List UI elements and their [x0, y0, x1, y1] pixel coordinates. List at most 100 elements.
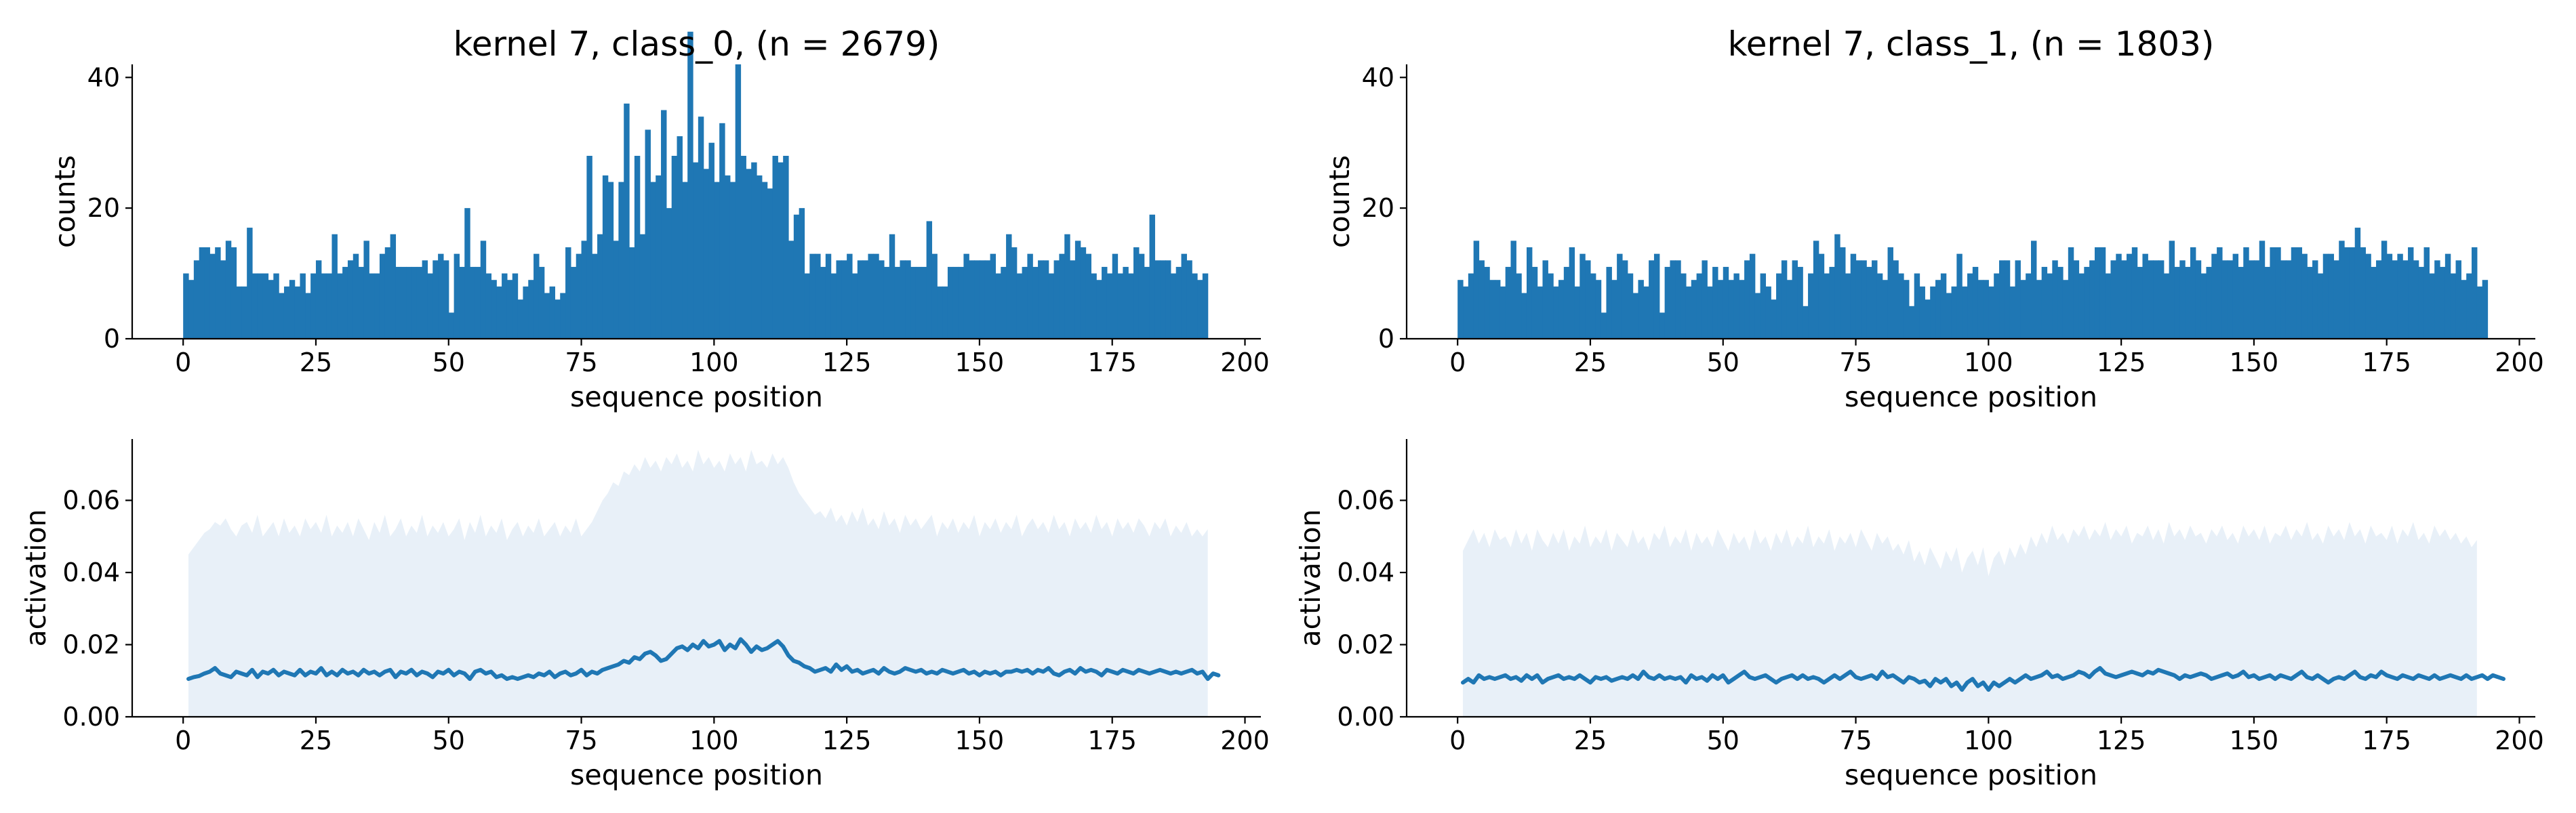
histogram-bar: [1696, 273, 1703, 339]
histogram-bar: [1117, 273, 1123, 339]
histogram-bar: [830, 273, 837, 339]
histogram-bar: [209, 253, 216, 339]
histogram-bar: [1882, 280, 1889, 339]
y-tick-label: 0: [104, 324, 120, 354]
histogram-bar: [1712, 266, 1718, 339]
histogram-bar: [2110, 260, 2116, 339]
histogram-bar: [401, 266, 407, 339]
histogram-bar: [470, 266, 476, 339]
histogram-bar: [1733, 273, 1739, 339]
histogram-bar: [279, 293, 285, 339]
histogram-bar: [1186, 260, 1192, 339]
histogram-bar: [555, 299, 561, 339]
histogram-bar: [560, 293, 566, 339]
histogram-bar: [369, 273, 375, 339]
x-tick-label: 0: [1449, 348, 1466, 377]
histogram-bar: [2259, 241, 2266, 339]
histogram-bar: [549, 286, 555, 339]
histogram-bar: [1516, 273, 1522, 339]
x-tick-label: 125: [2097, 726, 2146, 755]
histogram-bar: [677, 136, 683, 339]
histogram-bar: [645, 129, 651, 339]
histogram-bar: [1521, 293, 1527, 339]
histogram-bar: [883, 266, 890, 339]
histogram-bar: [2015, 260, 2021, 339]
histogram-bar: [2158, 260, 2165, 339]
histogram-bar: [2423, 247, 2430, 339]
histogram-bar: [183, 273, 189, 339]
histogram-bar: [1080, 247, 1087, 339]
x-axis-label: sequence position: [1845, 381, 2097, 413]
histogram-bar: [1983, 280, 1989, 339]
histogram-bar: [825, 253, 832, 339]
histogram-bar: [491, 280, 497, 339]
histogram-bar: [974, 260, 980, 339]
histogram-bar: [1749, 253, 1756, 339]
histogram-bar: [2073, 260, 2080, 339]
y-tick-label: 40: [87, 62, 120, 92]
histogram-bar: [2243, 247, 2249, 339]
x-tick-label: 200: [2495, 348, 2544, 377]
histogram-bar: [969, 260, 975, 339]
histogram-bar: [570, 266, 577, 339]
histogram-bar: [2371, 266, 2377, 339]
histogram-bar: [586, 156, 592, 339]
histogram-bar: [512, 273, 519, 339]
histogram-bar: [2392, 260, 2398, 339]
histogram-bar: [523, 286, 529, 339]
histogram-bar: [199, 247, 205, 339]
histogram-bar: [2026, 273, 2032, 339]
histogram-bar: [576, 253, 582, 339]
y-axis-label: activation: [20, 509, 52, 646]
histogram-bar: [1585, 260, 1591, 339]
histogram-bar: [2062, 280, 2069, 339]
histogram-bar: [656, 175, 662, 339]
histogram-bar: [321, 273, 327, 339]
histogram-bar: [671, 156, 678, 339]
histogram-bar: [799, 208, 805, 339]
histogram-bar: [963, 253, 969, 339]
histogram-bar: [634, 156, 641, 339]
histogram-bar: [1702, 260, 1708, 339]
x-tick-label: 100: [689, 726, 739, 755]
histogram-bar: [374, 273, 380, 339]
histogram-bar: [725, 175, 731, 339]
histogram-bar: [1128, 273, 1134, 339]
x-tick-label: 25: [1574, 726, 1607, 755]
histogram-bar: [1681, 273, 1687, 339]
histogram-bar: [2004, 260, 2011, 339]
histogram-bar: [268, 280, 274, 339]
histogram-bar: [1994, 273, 2000, 339]
histogram-bar: [1834, 234, 1840, 339]
histogram-bar: [2179, 260, 2186, 339]
histogram-bar: [1500, 286, 1506, 339]
histogram-bar: [1829, 266, 1835, 339]
histogram-bar: [2238, 266, 2244, 339]
histogram-bar: [1064, 234, 1070, 339]
histogram-bar: [406, 266, 412, 339]
histogram-bar: [2285, 260, 2292, 339]
y-tick-label: 0.06: [62, 486, 120, 516]
histogram-bar: [2264, 266, 2271, 339]
histogram-bar: [942, 286, 948, 339]
histogram-bar: [1850, 253, 1857, 339]
histogram-bar: [1170, 273, 1177, 339]
y-tick-label: 0.06: [1337, 486, 1394, 516]
histogram-bar: [496, 286, 502, 339]
activation-band: [1463, 522, 2477, 717]
histogram-bar: [2280, 260, 2287, 339]
histogram-bar: [1638, 280, 1644, 339]
histogram-bar: [1165, 260, 1171, 339]
histogram-bar: [2190, 247, 2196, 339]
histogram-bar: [1569, 247, 1575, 339]
histogram-bar: [952, 266, 959, 339]
histogram-bar: [1855, 260, 1861, 339]
histogram-bar: [283, 286, 290, 339]
histogram-bar: [1781, 260, 1788, 339]
histogram-bar: [1908, 306, 1915, 339]
x-tick-label: 50: [1707, 726, 1739, 755]
histogram-bar: [2089, 260, 2095, 339]
y-tick-label: 40: [1362, 62, 1394, 92]
histogram-bar: [2307, 266, 2313, 339]
histogram-bar: [337, 273, 343, 339]
